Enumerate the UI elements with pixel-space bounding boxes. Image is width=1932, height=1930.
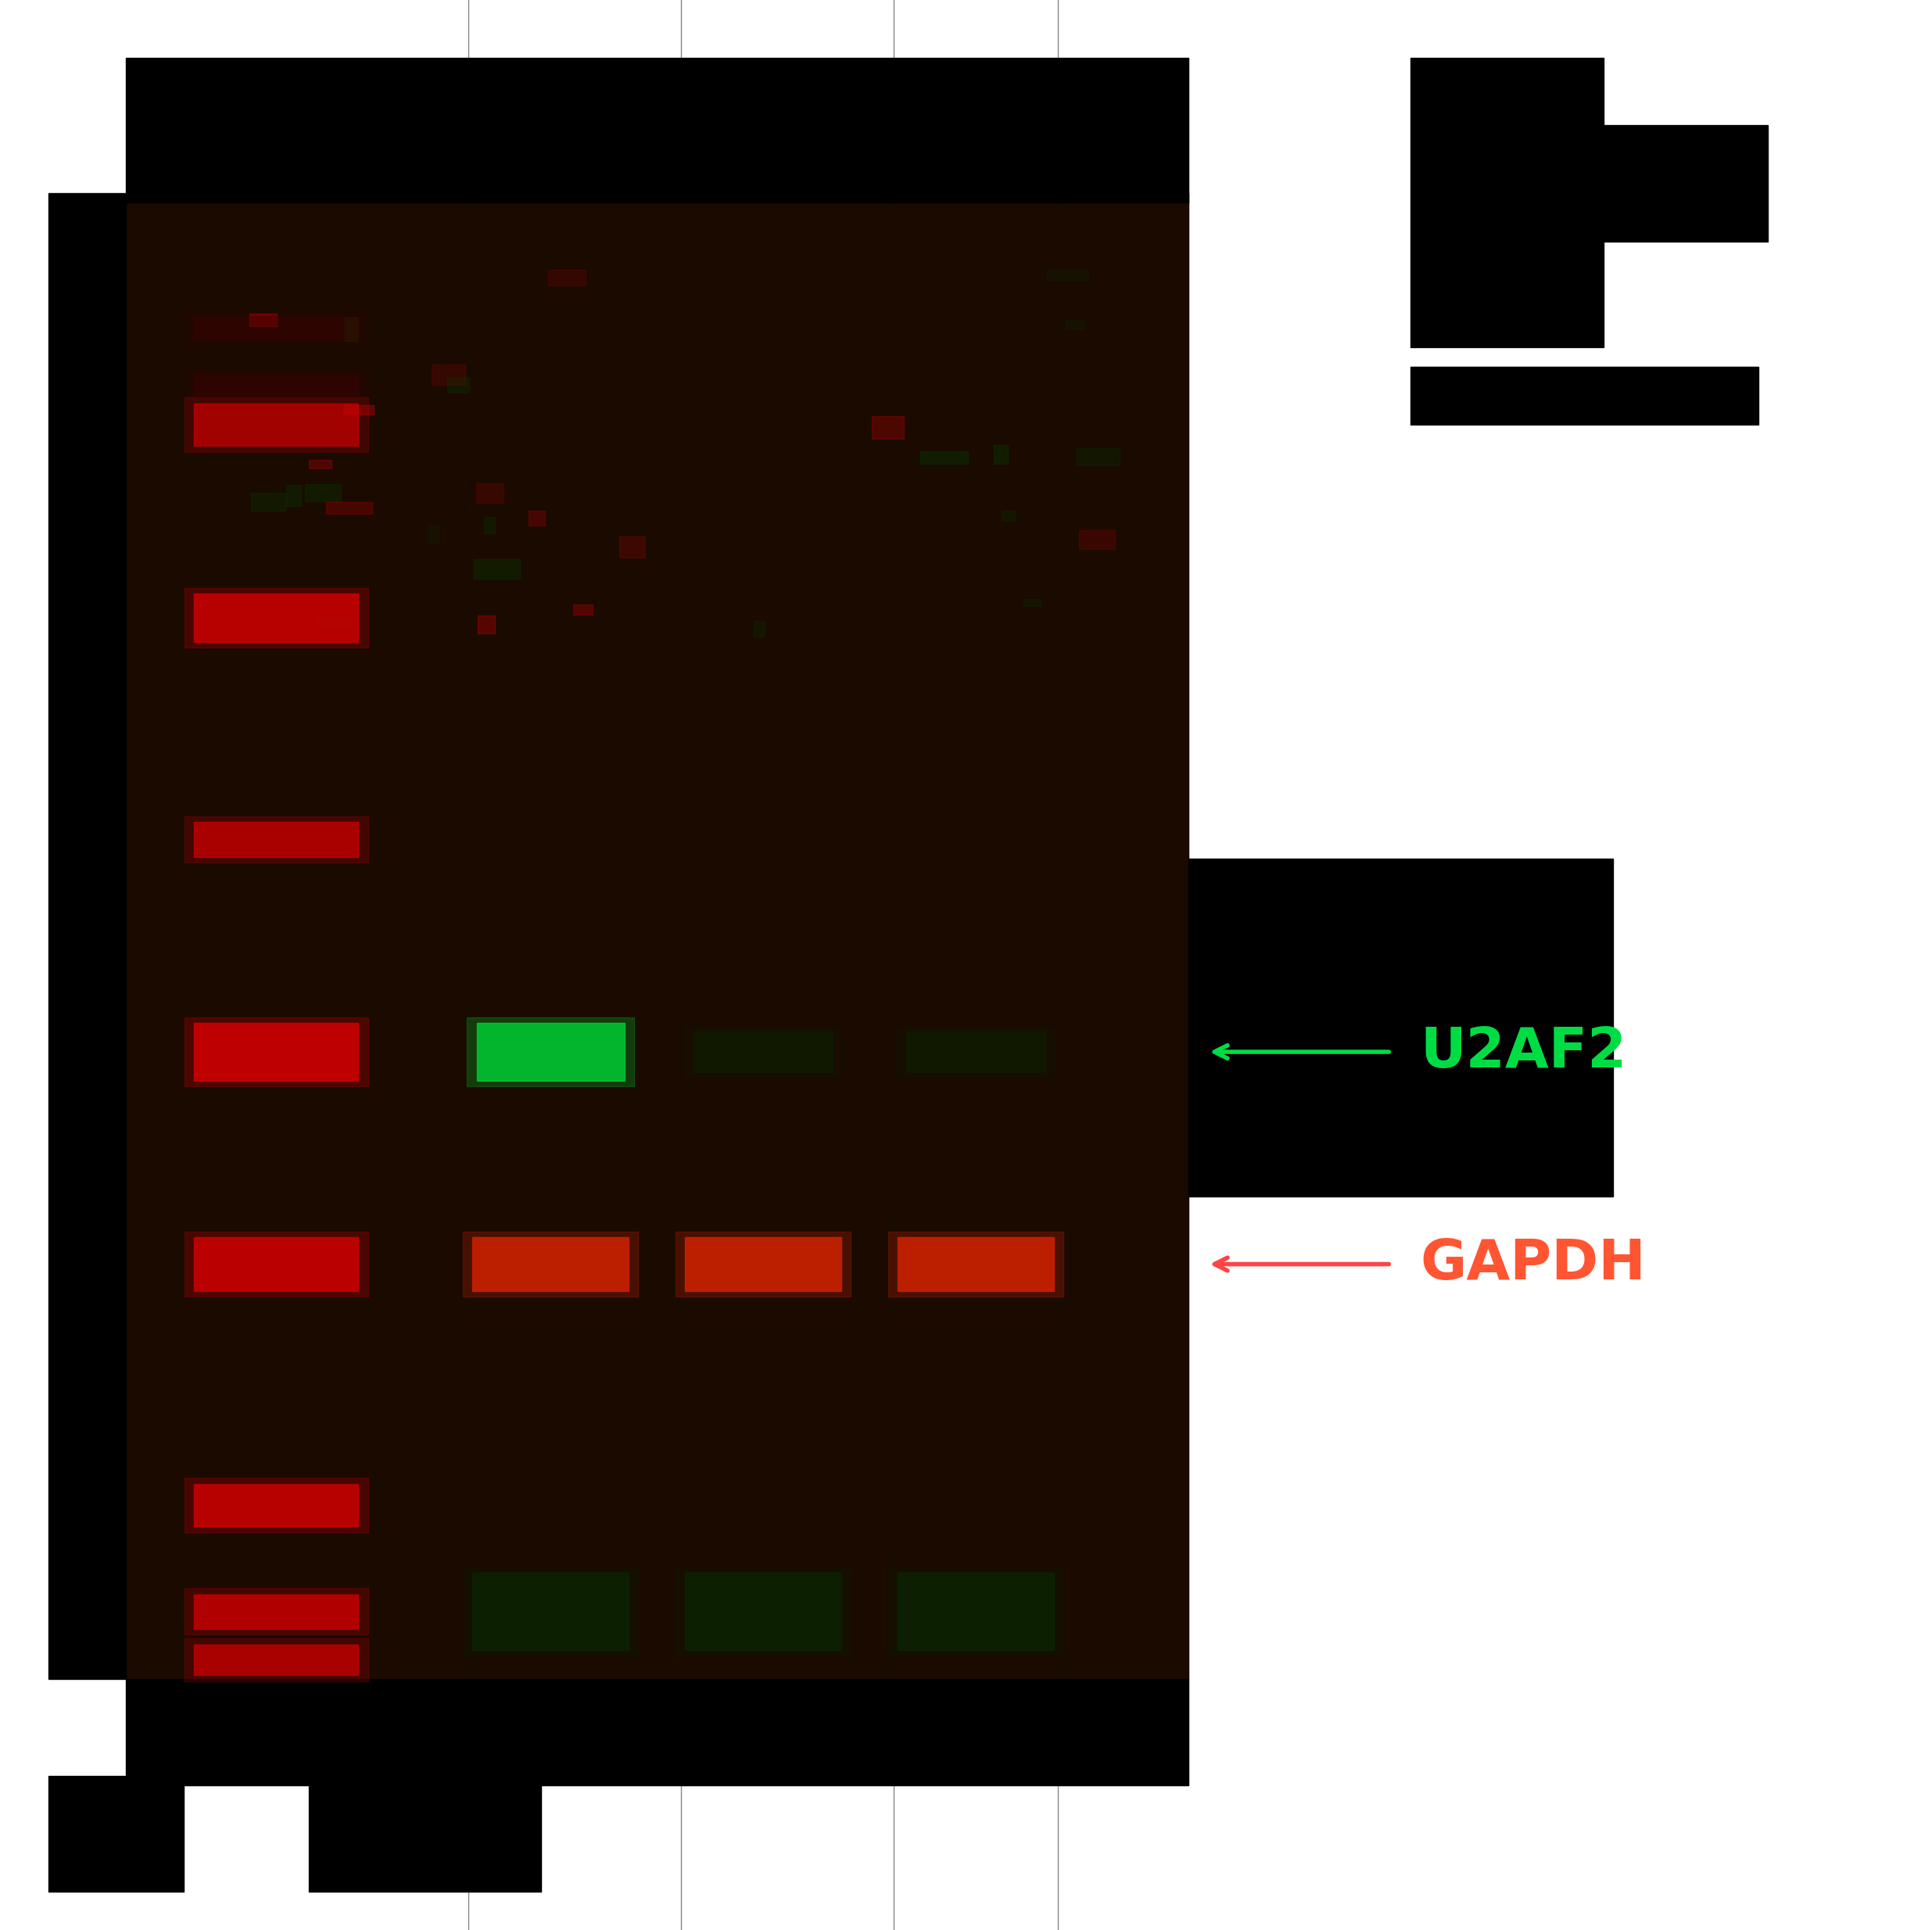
Bar bbox=[694, 1031, 833, 1073]
Bar bbox=[920, 452, 968, 463]
Bar bbox=[477, 616, 495, 633]
Bar bbox=[1024, 600, 1041, 606]
Bar bbox=[249, 313, 276, 326]
Bar bbox=[477, 1023, 624, 1081]
Bar bbox=[468, 1017, 634, 1087]
Bar bbox=[686, 1573, 840, 1650]
Bar bbox=[483, 517, 495, 533]
Bar bbox=[317, 616, 350, 627]
Bar bbox=[193, 1644, 359, 1675]
Bar bbox=[446, 378, 469, 392]
Bar bbox=[529, 511, 545, 525]
Bar bbox=[48, 1776, 184, 1891]
Bar bbox=[184, 1639, 367, 1681]
Bar bbox=[193, 1594, 359, 1629]
Text: U2AF2: U2AF2 bbox=[1420, 1025, 1627, 1079]
Bar bbox=[676, 1231, 850, 1297]
Bar bbox=[1065, 320, 1084, 330]
Bar bbox=[126, 1679, 1188, 1785]
Text: GAPDH: GAPDH bbox=[1420, 1237, 1646, 1291]
Bar bbox=[431, 365, 466, 384]
Bar bbox=[684, 1027, 842, 1077]
Bar bbox=[427, 525, 439, 544]
Bar bbox=[344, 405, 373, 415]
Bar bbox=[473, 1237, 628, 1291]
Bar bbox=[1410, 58, 1604, 347]
Bar bbox=[464, 1231, 638, 1297]
Bar bbox=[871, 415, 904, 438]
Bar bbox=[193, 822, 359, 857]
Bar bbox=[305, 484, 340, 502]
Bar bbox=[686, 1237, 840, 1291]
Bar bbox=[286, 484, 301, 506]
Bar bbox=[473, 560, 520, 579]
Bar bbox=[676, 1567, 850, 1656]
Bar bbox=[126, 58, 1188, 203]
Bar bbox=[896, 1027, 1055, 1077]
Bar bbox=[184, 311, 367, 345]
Bar bbox=[193, 593, 359, 641]
Bar bbox=[309, 1776, 541, 1891]
Bar bbox=[48, 193, 126, 1679]
Bar bbox=[1604, 125, 1768, 241]
Bar bbox=[184, 1478, 367, 1532]
Bar bbox=[184, 587, 367, 647]
Bar bbox=[184, 1588, 367, 1635]
Bar bbox=[464, 1567, 638, 1656]
Bar bbox=[193, 374, 359, 398]
Bar bbox=[1076, 448, 1121, 465]
Bar bbox=[898, 1573, 1053, 1650]
Bar bbox=[889, 1567, 1063, 1656]
Bar bbox=[193, 317, 359, 340]
Bar bbox=[1047, 268, 1088, 280]
Bar bbox=[126, 193, 1188, 1679]
Bar bbox=[618, 537, 645, 558]
Bar bbox=[193, 403, 359, 446]
Bar bbox=[1410, 367, 1758, 425]
Bar bbox=[1001, 511, 1014, 521]
Bar bbox=[906, 1031, 1045, 1073]
Bar bbox=[184, 1231, 367, 1297]
Bar bbox=[327, 502, 373, 513]
Bar bbox=[344, 318, 357, 342]
Bar bbox=[193, 1023, 359, 1081]
Bar bbox=[1188, 859, 1613, 1197]
Bar bbox=[193, 1484, 359, 1527]
Bar bbox=[193, 1237, 359, 1291]
Bar bbox=[309, 459, 332, 469]
Bar bbox=[574, 604, 593, 616]
Bar bbox=[184, 369, 367, 403]
Bar bbox=[1080, 531, 1115, 548]
Bar bbox=[251, 492, 286, 511]
Bar bbox=[184, 1017, 367, 1087]
Bar bbox=[184, 398, 367, 452]
Bar bbox=[993, 446, 1009, 463]
Bar bbox=[473, 1573, 628, 1650]
Bar bbox=[184, 816, 367, 863]
Bar bbox=[549, 270, 585, 286]
Bar bbox=[475, 482, 504, 502]
Bar bbox=[889, 1231, 1063, 1297]
Bar bbox=[753, 621, 765, 637]
Bar bbox=[898, 1237, 1053, 1291]
